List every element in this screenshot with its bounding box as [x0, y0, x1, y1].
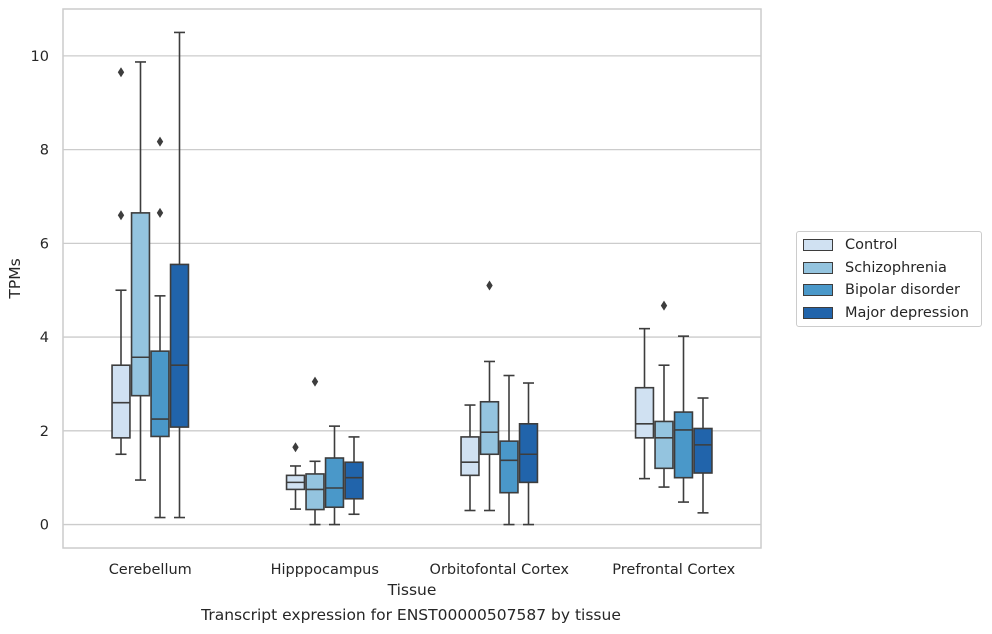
box-control — [111, 67, 131, 456]
box-schizophrenia — [654, 300, 674, 488]
legend-item: Bipolar disorder — [797, 279, 981, 302]
box-control — [634, 327, 655, 480]
box-iqr — [305, 473, 325, 511]
box-bipolar-disorder — [150, 136, 170, 519]
box-iqr — [111, 364, 131, 439]
box-bipolar-disorder — [673, 335, 694, 503]
legend-swatch — [803, 239, 833, 252]
plot-frame — [62, 8, 762, 549]
box-major-depression — [344, 436, 364, 516]
y-tick-label: 4 — [40, 330, 49, 346]
box-control — [285, 442, 306, 510]
box-schizophrenia — [479, 280, 500, 512]
y-tick-label: 8 — [40, 143, 49, 159]
box-iqr — [673, 411, 694, 479]
box-iqr — [479, 400, 500, 456]
outlier-point — [117, 67, 125, 78]
outlier-point — [486, 280, 493, 291]
legend-item: Control — [797, 234, 981, 257]
outlier-point — [311, 376, 319, 387]
box-iqr — [693, 427, 713, 474]
box-iqr — [518, 422, 539, 484]
legend: Control Schizophrenia Bipolar disorder Majo… — [796, 231, 982, 327]
y-axis-ticks: 0 2 4 6 8 10 — [31, 49, 49, 534]
box-bipolar-disorder — [499, 374, 519, 526]
x-axis-ticks: Cerebellum Hipppocampus Orbitofontal Corte… — [109, 562, 736, 578]
y-tick-label: 6 — [40, 236, 49, 252]
y-axis-label: TPMs — [6, 258, 24, 299]
outlier-point — [660, 300, 668, 311]
figure-caption: Transcript expression for ENST0000050758… — [201, 606, 621, 624]
x-tick-label: Orbitofontal Cortex — [430, 562, 570, 578]
outlier-point — [156, 136, 164, 147]
box-major-depression — [518, 382, 539, 526]
box-iqr — [499, 440, 519, 494]
legend-swatch — [803, 284, 833, 297]
boxes — [111, 31, 713, 526]
box-iqr — [654, 420, 674, 470]
x-tick-label: Prefrontal Cortex — [612, 562, 735, 578]
box-iqr — [344, 461, 364, 500]
legend-label: Major depression — [845, 304, 969, 321]
legend-label: Bipolar disorder — [845, 282, 960, 299]
y-tick-label: 10 — [31, 49, 49, 65]
legend-swatch — [803, 306, 833, 319]
box-major-depression — [693, 397, 713, 514]
box-bipolar-disorder — [324, 425, 345, 526]
x-axis-label: Tissue — [387, 581, 437, 599]
box-schizophrenia — [305, 376, 325, 526]
box-iqr — [324, 457, 345, 509]
legend-swatch — [803, 261, 833, 274]
y-tick-label: 0 — [40, 518, 49, 534]
outlier-point — [117, 210, 125, 221]
y-tick-label: 2 — [40, 424, 49, 440]
outlier-point — [156, 207, 164, 218]
outlier-point — [292, 442, 299, 453]
x-tick-label: Hipppocampus — [271, 562, 379, 578]
box-iqr — [634, 386, 655, 439]
box-major-depression — [169, 31, 190, 519]
x-tick-label: Cerebellum — [109, 562, 192, 578]
box-control — [460, 404, 480, 512]
box-iqr — [150, 350, 170, 438]
box-schizophrenia — [130, 61, 151, 481]
box-iqr — [460, 436, 480, 477]
legend-label: Schizophrenia — [845, 259, 947, 276]
box-iqr — [169, 263, 190, 428]
legend-label: Control — [845, 237, 898, 254]
legend-item: Schizophrenia — [797, 257, 981, 280]
box-iqr — [130, 212, 151, 397]
legend-item: Major depression — [797, 302, 981, 325]
